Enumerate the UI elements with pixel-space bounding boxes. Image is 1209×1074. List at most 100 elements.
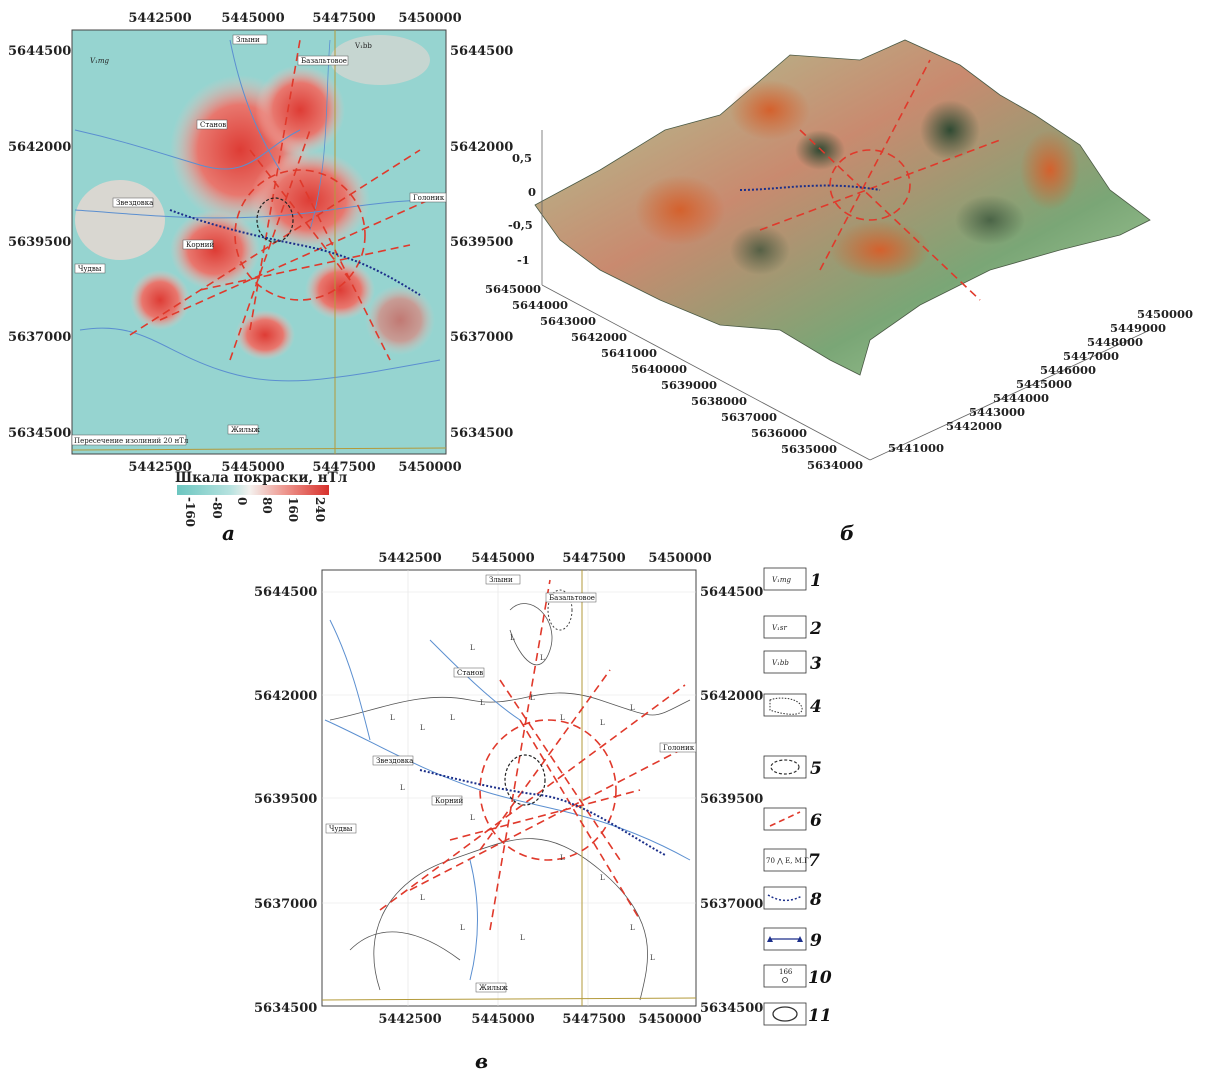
colorbar-label: -160 <box>183 497 197 527</box>
y-tick: 5634500 <box>254 1001 317 1016</box>
legend-number: 4 <box>810 697 822 717</box>
y-tick: 5639500 <box>254 792 317 807</box>
svg-text:L: L <box>460 924 465 932</box>
town-label: Станов <box>200 121 226 129</box>
surface-y-tick: 5635000 <box>781 442 837 456</box>
panel-label-v: в <box>475 1049 488 1073</box>
x-tick: 5445000 <box>471 1012 534 1027</box>
legend-number: 10 <box>808 968 832 988</box>
colorbar-label: 160 <box>286 497 300 522</box>
svg-text:L: L <box>600 874 605 882</box>
svg-text:L: L <box>520 934 525 942</box>
z-tick: 0 <box>528 185 536 199</box>
town-label: Жилыж <box>231 426 261 434</box>
svg-text:L: L <box>540 654 545 662</box>
colorbar-label: 80 <box>260 497 274 514</box>
town-label: Корний <box>186 241 214 249</box>
surface-y-tick: 5639000 <box>661 378 717 392</box>
town-label: Чудвы <box>329 825 353 833</box>
surface-x-tick: 5445000 <box>1016 377 1072 391</box>
town-label: Звездовка <box>116 199 153 207</box>
town-label: Злыни <box>236 36 260 44</box>
isoline-note: Пересечение изолиний 20 нТл <box>74 437 189 445</box>
svg-text:L: L <box>470 814 475 822</box>
x-tick: 5442500 <box>378 551 441 566</box>
y-tick: 5642000 <box>8 140 71 155</box>
colorbar-label: -80 <box>210 497 224 519</box>
map-a: Злыни Базальтовое Станов Голоник Звездов… <box>8 11 513 475</box>
svg-text:L: L <box>560 854 565 862</box>
svg-text:L: L <box>560 714 565 722</box>
svg-text:L: L <box>650 954 655 962</box>
legend-number: 2 <box>809 619 822 639</box>
x-tick: 5447500 <box>562 551 625 566</box>
colorbar-title: Шкала покраски, нТл <box>175 470 348 486</box>
legend: V₁mg 1 V₁sr 2 V₁bb 3 4 5 6 70 ⋀ Е, М.Г 7… <box>763 567 832 1026</box>
town-label: Базальтовое <box>549 594 595 602</box>
svg-text:L: L <box>510 634 515 642</box>
surface-y-tick: 5643000 <box>540 314 596 328</box>
y-tick: 5644500 <box>8 44 71 59</box>
legend-label: 70 ⋀ Е, М.Г <box>766 857 809 865</box>
map-v: Злыни Базальтовое Станов Голоник Звездов… <box>254 551 763 1027</box>
town-label: Звездовка <box>376 757 413 765</box>
surface-y-tick: 5634000 <box>807 458 863 472</box>
svg-text:L: L <box>530 694 535 702</box>
town-label: Чудвы <box>78 265 102 273</box>
surface-y-tick: 5636000 <box>751 426 807 440</box>
y-tick: 5639500 <box>700 792 763 807</box>
y-tick: 5644500 <box>700 585 763 600</box>
z-tick: 0,5 <box>512 151 532 165</box>
legend-number: 5 <box>810 759 822 779</box>
surface-x-tick: 5443000 <box>969 405 1025 419</box>
surface-y-tick: 5638000 <box>691 394 747 408</box>
surface-x-tick: 5450000 <box>1137 307 1193 321</box>
y-tick: 5637000 <box>450 330 513 345</box>
surface-x-tick: 5448000 <box>1087 335 1143 349</box>
legend-number: 9 <box>810 931 822 951</box>
legend-number: 8 <box>809 890 822 910</box>
legend-number: 1 <box>810 571 822 591</box>
town-label: Голоник <box>663 744 695 752</box>
surface-y-tick: 5645000 <box>485 282 541 296</box>
y-tick: 5634500 <box>700 1001 763 1016</box>
x-tick: 5450000 <box>398 11 461 26</box>
x-tick: 5445000 <box>471 551 534 566</box>
y-tick: 5644500 <box>254 585 317 600</box>
svg-text:L: L <box>390 714 395 722</box>
x-tick: 5445000 <box>221 11 284 26</box>
legend-label: V₁mg <box>772 576 791 584</box>
surface-x-tick: 5449000 <box>1110 321 1166 335</box>
svg-text:L: L <box>630 704 635 712</box>
svg-text:L: L <box>600 719 605 727</box>
x-tick: 5447500 <box>312 11 375 26</box>
surface-x-tick: 5442000 <box>946 419 1002 433</box>
y-tick: 5637000 <box>254 897 317 912</box>
x-tick: 5442500 <box>128 11 191 26</box>
town-label: Корний <box>435 797 463 805</box>
panel-label-b: б <box>840 521 854 545</box>
colorbar-label: 0 <box>235 497 249 505</box>
surface-y-tick: 5642000 <box>571 330 627 344</box>
town-label: Станов <box>457 669 483 677</box>
svg-text:L: L <box>400 784 405 792</box>
svg-text:L: L <box>420 724 425 732</box>
legend-label: 166 <box>779 968 793 976</box>
label-vbb: V₁bb <box>354 42 372 50</box>
town-label: Жилыж <box>479 984 509 992</box>
town-label: Злыни <box>489 576 513 584</box>
svg-text:L: L <box>420 894 425 902</box>
legend-label: V₁bb <box>772 659 789 667</box>
panel-label-a: а <box>222 521 235 545</box>
surface-x-tick: 5444000 <box>993 391 1049 405</box>
legend-label: V₁sr <box>772 624 787 632</box>
surface-y-tick: 5644000 <box>512 298 568 312</box>
town-label: Голоник <box>413 194 445 202</box>
y-tick: 5642000 <box>700 689 763 704</box>
surface-y-tick: 5637000 <box>721 410 777 424</box>
colorbar-label: 240 <box>313 497 327 522</box>
legend-number: 3 <box>810 654 822 674</box>
x-tick: 5447500 <box>562 1012 625 1027</box>
surface-b: 0,5 0 -0,5 -1 5645000 5644000 5643000 56… <box>485 39 1193 472</box>
x-tick: 5450000 <box>398 460 461 475</box>
